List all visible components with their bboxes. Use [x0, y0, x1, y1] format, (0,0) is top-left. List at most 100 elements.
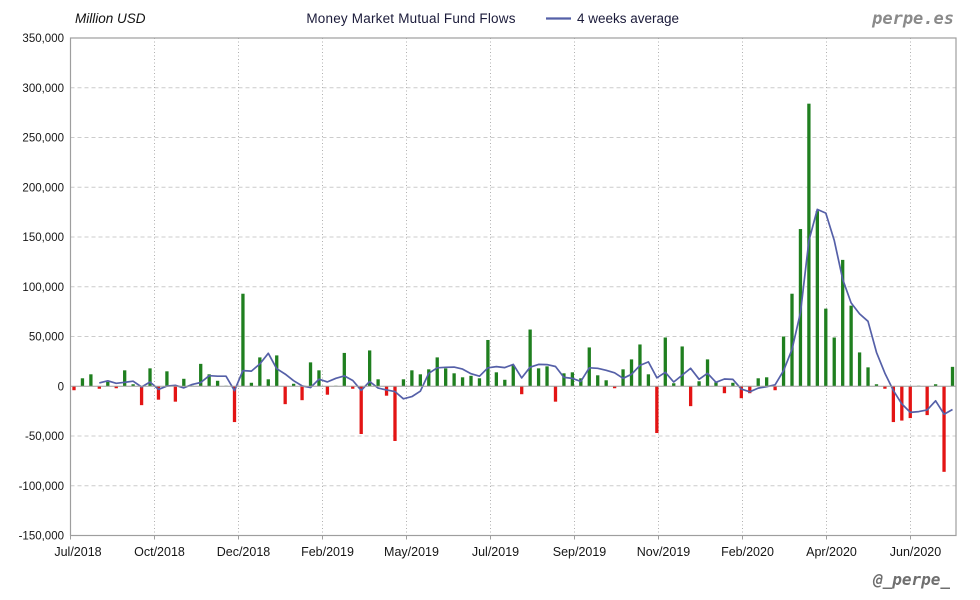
- flow-bar: [815, 211, 819, 387]
- flow-bar: [714, 382, 718, 387]
- average-line-group: [99, 208, 953, 416]
- y-tick-label: 250,000: [22, 133, 64, 145]
- flow-bar: [866, 367, 870, 387]
- flow-bar: [249, 382, 254, 387]
- flow-bar: [114, 386, 118, 389]
- flow-bar: [241, 293, 245, 387]
- flow-bar: [553, 386, 558, 402]
- flow-bar: [739, 386, 743, 399]
- flow-bar: [131, 384, 135, 387]
- flow-bar: [351, 386, 355, 389]
- y-tick-label: 100,000: [22, 282, 64, 294]
- y-tick-label: 350,000: [22, 33, 64, 45]
- flow-bar: [520, 386, 524, 395]
- flow-bar: [325, 386, 330, 395]
- flow-bar: [266, 379, 270, 387]
- x-tick-label: May/2019: [384, 545, 439, 559]
- x-tick-label: Jul/2019: [472, 545, 519, 559]
- flow-bar: [139, 386, 144, 406]
- flow-bar: [925, 386, 929, 416]
- flow-bar: [646, 374, 651, 387]
- flow-bar: [942, 386, 946, 472]
- flow-bar: [97, 386, 101, 389]
- flow-bar: [384, 386, 389, 396]
- x-tick-label: Jul/2018: [54, 545, 101, 559]
- flow-bar: [841, 259, 845, 387]
- y-tick-label: -50,000: [25, 431, 64, 443]
- flow-bar: [579, 378, 583, 387]
- flow-bar: [756, 378, 760, 387]
- flow-bar: [308, 362, 313, 387]
- flow-bar: [291, 383, 296, 387]
- flow-bar: [604, 380, 608, 387]
- y-tick-label: 0: [58, 381, 64, 393]
- flow-bar: [376, 379, 380, 387]
- flow-bar: [317, 370, 321, 387]
- flow-bar: [612, 386, 617, 389]
- flow-bar: [891, 386, 896, 423]
- flow-bar: [731, 382, 735, 387]
- four-week-average-line: [99, 208, 953, 416]
- y-tick-label: 150,000: [22, 232, 64, 244]
- flow-bar: [587, 347, 591, 387]
- flow-bar: [275, 355, 279, 387]
- flow-bar: [596, 375, 600, 387]
- y-axis-unit-label: Million USD: [75, 11, 146, 26]
- flow-bar: [410, 370, 414, 387]
- flow-bar: [199, 363, 203, 387]
- flow-bar: [908, 386, 912, 419]
- gridlines: [70, 38, 956, 536]
- x-tick-label: Feb/2020: [721, 545, 774, 559]
- flow-bar: [435, 357, 439, 387]
- flow-bar: [849, 305, 853, 387]
- flow-bar: [427, 369, 431, 387]
- flow-bar: [562, 373, 566, 387]
- flow-bar: [123, 370, 127, 387]
- chart-title: Money Market Mutual Fund Flows: [306, 11, 515, 26]
- flow-bar: [950, 366, 955, 387]
- y-tick-label: 300,000: [22, 83, 64, 95]
- flow-bar: [528, 329, 532, 387]
- flow-bar: [80, 378, 85, 387]
- flow-bar: [697, 381, 701, 387]
- flow-bar: [258, 357, 262, 387]
- flow-bar: [874, 384, 879, 387]
- flow-bar: [215, 380, 220, 387]
- flow-bar: [688, 386, 693, 407]
- flow-bar: [824, 308, 828, 387]
- plot-border: [69, 37, 957, 537]
- flow-bar: [207, 374, 211, 387]
- y-tick-label: -150,000: [19, 531, 64, 543]
- flow-bar: [418, 374, 422, 387]
- y-tick-label: 50,000: [29, 332, 64, 344]
- flow-bar: [629, 359, 634, 387]
- flow-bar: [883, 386, 887, 389]
- x-tick-label: Oct/2018: [134, 545, 185, 559]
- flow-bar: [444, 368, 448, 387]
- flow-bar: [342, 352, 346, 387]
- flow-bar: [511, 365, 515, 387]
- y-tick-label: 200,000: [22, 182, 64, 194]
- flow-bar: [672, 383, 676, 387]
- flow-bar: [781, 336, 786, 387]
- flow-bar: [503, 379, 507, 387]
- x-tick-label: Jun/2020: [890, 545, 941, 559]
- flow-bar: [460, 377, 465, 387]
- brand-logo: perpe.es: [871, 9, 954, 29]
- flow-bar: [165, 371, 169, 387]
- x-tick-label: Nov/2019: [637, 545, 691, 559]
- flow-bar: [106, 381, 110, 387]
- flow-bar: [72, 386, 76, 391]
- x-tick-label: Dec/2018: [217, 545, 271, 559]
- flow-bar: [401, 379, 406, 387]
- flow-bar: [148, 368, 152, 387]
- flow-bar: [89, 374, 93, 387]
- flow-bar: [232, 386, 237, 423]
- flow-bar: [680, 346, 684, 387]
- flow-bar: [790, 293, 794, 387]
- axis-labels: -150,000 -100,000 -50,000 0 50,000 100,000 150…: [19, 33, 942, 559]
- flow-bar: [283, 386, 287, 405]
- flow-bar: [182, 378, 186, 387]
